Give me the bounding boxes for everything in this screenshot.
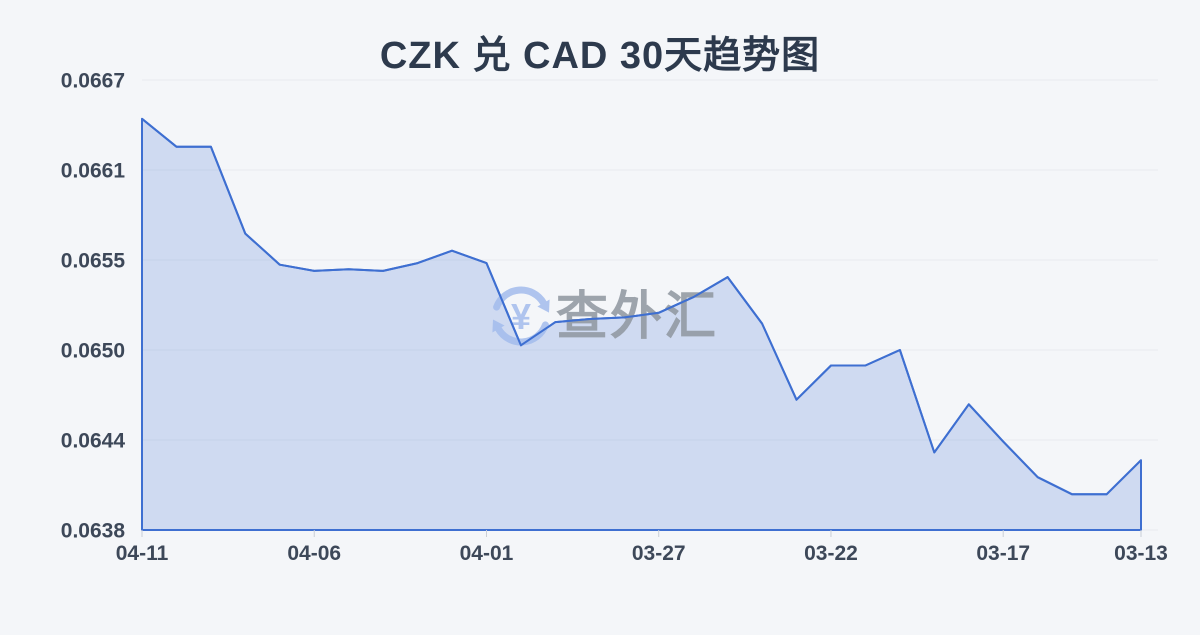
x-axis-label: 03-27 (632, 542, 686, 565)
x-axis-label: 04-11 (116, 542, 169, 565)
x-axis-label: 04-06 (287, 542, 341, 565)
y-axis-label: 0.0667 (61, 69, 125, 92)
watermark-text: 查外汇 (556, 288, 718, 346)
currency-exchange-yen-icon-part (493, 286, 547, 311)
currency-exchange-yen-icon-part (537, 299, 550, 313)
x-axis-label: 04-01 (460, 542, 514, 565)
x-axis-label: 03-13 (1114, 542, 1168, 565)
y-axis-label: 0.0638 (61, 519, 126, 542)
trend-line (141, 118, 1142, 496)
currency-exchange-yen-icon-part (492, 319, 505, 333)
x-axis-label: 03-17 (976, 542, 1030, 565)
y-axis-label: 0.0655 (61, 249, 126, 272)
y-axis-label: 0.0650 (61, 339, 125, 362)
chart-title: CZK 兑 CAD 30天趋势图 (379, 35, 821, 77)
y-axis-label: 0.0644 (61, 429, 126, 452)
x-axis-label: 03-22 (804, 542, 858, 565)
watermark: ¥ 查外汇 (492, 286, 718, 346)
currency-exchange-yen-icon-part: ¥ (511, 296, 531, 337)
y-axis-label: 0.0661 (61, 159, 126, 182)
